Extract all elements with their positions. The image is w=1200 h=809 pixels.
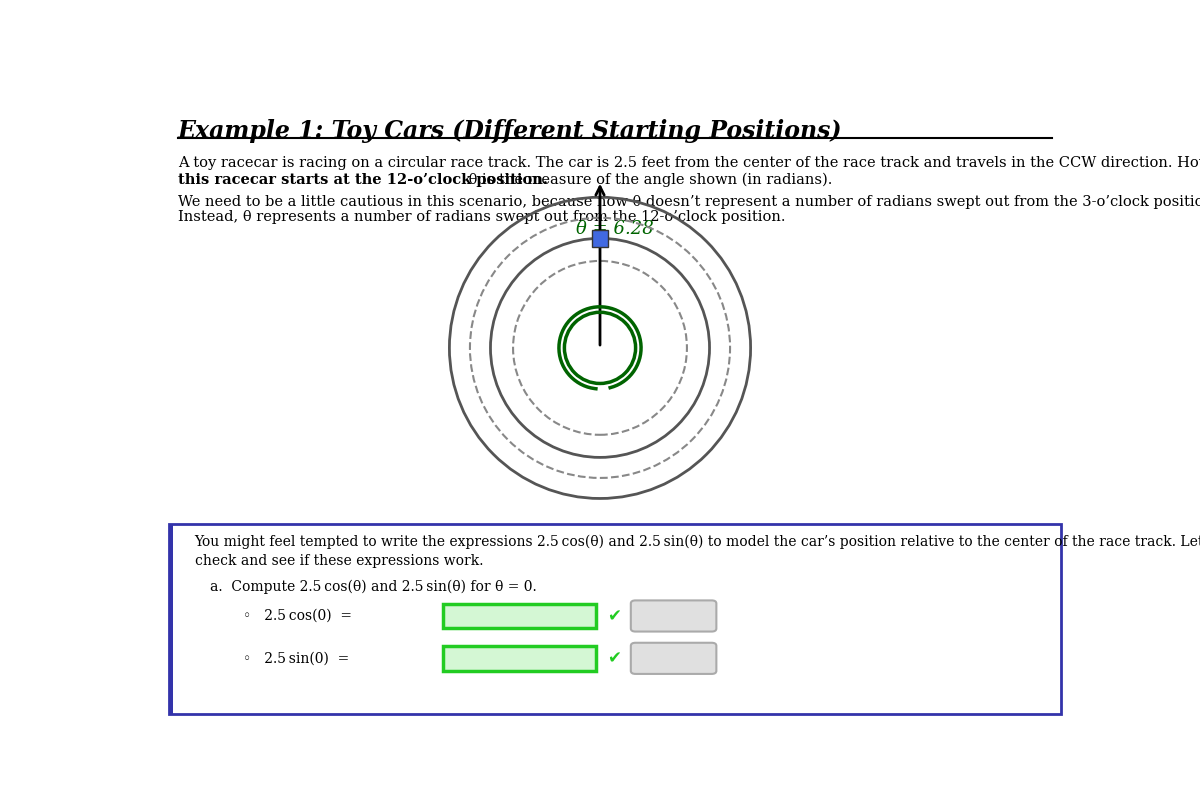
Text: Preview: Preview [647, 652, 701, 665]
Text: A toy racecar is racing on a circular race track. The car is 2.5 feet from the c: A toy racecar is racing on a circular ra… [178, 156, 1200, 170]
Bar [592, 230, 608, 247]
Bar [168, 523, 173, 714]
Text: Instead, θ represents a number of radians swept out from the 12-o’clock position: Instead, θ represents a number of radian… [178, 210, 785, 224]
Text: ◦   2.5 cos(0)  =: ◦ 2.5 cos(0) = [242, 609, 352, 623]
FancyBboxPatch shape [168, 523, 1062, 714]
Text: a.  Compute 2.5 cos(θ) and 2.5 sin(θ) for θ = 0.: a. Compute 2.5 cos(θ) and 2.5 sin(θ) for… [210, 580, 538, 595]
Text: check and see if these expressions work.: check and see if these expressions work. [194, 553, 484, 568]
Text: 2.5cos(0): 2.5cos(0) [450, 609, 511, 622]
FancyBboxPatch shape [631, 600, 716, 632]
Text: θ = 6.28: θ = 6.28 [576, 220, 654, 238]
Text: You might feel tempted to write the expressions 2.5 cos(θ) and 2.5 sin(θ) to mod: You might feel tempted to write the expr… [194, 535, 1200, 549]
Text: Preview: Preview [647, 609, 701, 622]
Text: ✔: ✔ [607, 650, 622, 667]
FancyBboxPatch shape [631, 643, 716, 674]
Text: 2.5sin(0): 2.5sin(0) [450, 652, 509, 665]
Bar [443, 646, 596, 671]
Text: Example 1: Toy Cars (Different Starting Positions): Example 1: Toy Cars (Different Starting … [178, 119, 842, 143]
Text: We need to be a little cautious in this scenario, because now θ doesn’t represen: We need to be a little cautious in this … [178, 195, 1200, 209]
Text: this racecar starts at the 12-o’clock position.: this racecar starts at the 12-o’clock po… [178, 173, 547, 187]
Text: ✔: ✔ [607, 607, 622, 625]
Text: θ is the measure of the angle shown (in radians).: θ is the measure of the angle shown (in … [464, 173, 833, 188]
Bar [443, 604, 596, 629]
Text: ◦   2.5 sin(0)  =: ◦ 2.5 sin(0) = [242, 651, 349, 665]
